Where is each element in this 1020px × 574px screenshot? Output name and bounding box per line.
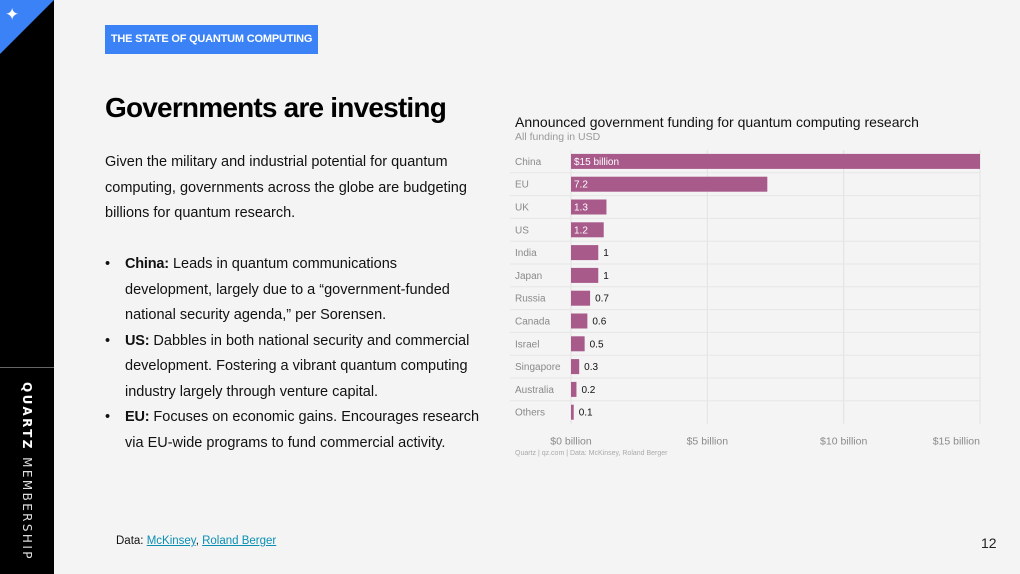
slide-title: Governments are investing [105,92,447,123]
bullet-label: US: [125,332,150,349]
chart-subtitle: All funding in USD [515,131,601,143]
x-tick-label: $5 billion [687,436,729,448]
bar [571,336,585,352]
bar-value-label: 0.1 [579,408,593,419]
funding-bar-chart: China $15 billion EU 7.2 UK 1.3 US 1.2 India 1 Jap… [510,150,981,448]
source-separator: , [195,535,203,547]
brand-name: QUARTZ [20,382,34,451]
category-label: Canada [515,317,550,328]
bar-value-label: 1 [603,271,609,282]
x-tick-label: $0 billion [550,436,592,448]
category-label: Australia [515,385,554,396]
bar-value-label: 0.3 [584,362,598,373]
bullet-label: China: [125,256,169,272]
category-label: Singapore [515,362,561,373]
sparkle-icon: ✦ [5,5,20,24]
bar [571,359,580,375]
bullet-dot: • [105,409,111,425]
bar [571,153,980,169]
bar [571,245,599,261]
category-label: Israel [515,339,539,350]
bullet-list: • China: Leads in quantum communications … [105,252,485,456]
bar [571,199,607,215]
category-label: Others [515,408,545,419]
x-tick-label: $10 billion [820,436,867,448]
bar-value-label: 7.2 [574,180,588,191]
bar [571,404,574,420]
bullet-text: Focuses on economic gains. Encourages re… [125,409,480,451]
bar [571,290,591,306]
category-label: Japan [515,271,542,282]
source-note: Data: McKinsey, Roland Berger [116,535,276,547]
x-tick-label: $15 billion [933,436,980,448]
bar-value-label: $15 billion [574,157,619,168]
chart-credit: Quartz | qz.com | Data: McKinsey, Roland… [515,450,668,457]
source-link-mckinsey[interactable]: McKinsey [146,535,196,547]
bullet-item-eu: • EU: Focuses on economic gains. Encourag… [105,405,485,456]
bar [571,267,599,283]
category-label: India [515,248,537,259]
bar-value-label: 1.2 [574,225,588,236]
bar [571,222,604,238]
category-label: UK [515,203,529,214]
section-tag: THE STATE OF QUANTUM COMPUTING [105,25,318,54]
category-label: China [515,157,542,168]
bar [571,313,588,329]
chart-title: Announced government funding for quantum… [515,114,919,130]
bar-value-label: 0.5 [590,339,604,350]
bar-value-label: 1.3 [574,203,588,214]
intro-paragraph: Given the military and industrial potent… [105,154,467,221]
bar [571,381,577,397]
sidebar-divider [0,367,54,368]
category-label: US [515,225,529,236]
page-number: 12 [981,535,997,551]
bar-value-label: 1 [603,248,609,259]
bullet-text: Dabbles in both national security and co… [125,332,470,400]
sidebar: ✦ QUARTZ MEMBERSHIP [0,0,54,574]
bar-value-label: 0.6 [592,317,606,328]
bar-value-label: 0.7 [595,294,609,305]
brand-wordmark: QUARTZ MEMBERSHIP [20,382,34,561]
source-link-roland-berger[interactable]: Roland Berger [202,535,277,547]
category-label: EU [515,180,529,191]
bar-value-label: 0.2 [581,385,595,396]
brand-subname: MEMBERSHIP [20,457,34,561]
bar [571,176,768,192]
source-prefix: Data: [116,535,147,547]
bullet-item-us: • US: Dabbles in both national security a… [105,329,485,406]
bullet-text: Leads in quantum communications developm… [125,256,450,323]
category-label: Russia [515,294,546,305]
bullet-item-china: • China: Leads in quantum communications … [105,252,485,329]
bullet-dot: • [105,332,111,349]
bullet-dot: • [105,256,111,272]
bullet-label: EU: [125,409,150,425]
